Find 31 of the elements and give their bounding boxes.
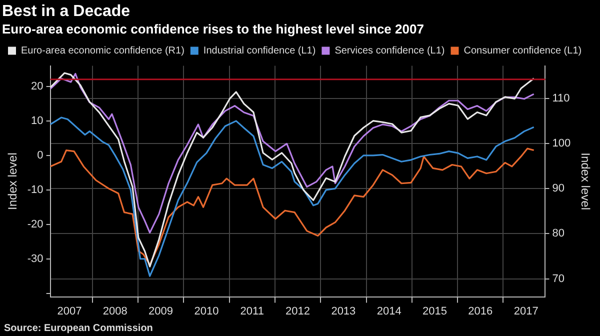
y2-tick-label: 70	[552, 272, 564, 285]
y-tick-label: -10	[27, 184, 44, 196]
y-tick-label: 20	[31, 80, 44, 93]
legend-label: Consumer confidence (L1)	[464, 46, 582, 57]
x-tick-label: 2017	[514, 305, 538, 318]
y2-axis-title: Index level	[578, 152, 592, 210]
y-tick-label: -20	[27, 218, 44, 230]
y-tick-label: 0	[37, 149, 44, 162]
x-tick-label: 2015	[422, 305, 447, 318]
y2-tick-label: 110	[552, 92, 570, 104]
x-tick-label: 2013	[331, 305, 356, 318]
y-tick-label: -30	[27, 252, 44, 265]
x-tick-label: 2012	[286, 305, 310, 318]
source-note: Source: European Commission	[4, 323, 153, 334]
y2-tick-label: 90	[552, 182, 564, 195]
y-tick-label: 10	[31, 114, 44, 127]
chart-subtitle: Euro-area economic confidence rises to the highest level since 2007	[2, 22, 424, 37]
y2-tick-label: 80	[552, 228, 564, 240]
x-tick-label: 2016	[468, 305, 493, 318]
y2-tick-label: 100	[552, 137, 571, 150]
legend-label: Services confidence (L1)	[334, 46, 445, 57]
chart-title: Best in a Decade	[2, 3, 130, 20]
x-tick-label: 2014	[376, 305, 402, 318]
x-tick-label: 2009	[148, 305, 174, 318]
x-tick-label: 2007	[57, 305, 82, 318]
x-tick-label: 2010	[194, 305, 219, 318]
y-axis-title: Index level	[6, 152, 20, 210]
legend-label: Euro-area economic confidence (R1)	[21, 46, 184, 57]
legend-label: Industrial confidence (L1)	[203, 46, 316, 57]
x-tick-label: 2011	[240, 305, 264, 318]
x-tick-label: 2008	[102, 305, 128, 318]
